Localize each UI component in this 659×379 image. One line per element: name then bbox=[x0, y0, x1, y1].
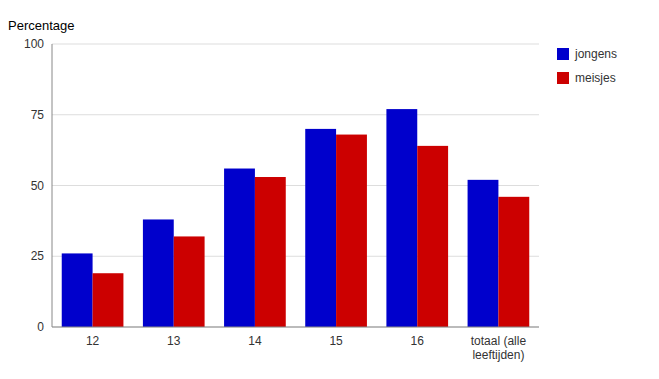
bar bbox=[336, 135, 367, 327]
y-tick-label: 75 bbox=[31, 108, 45, 122]
legend-label: jongens bbox=[574, 47, 617, 61]
y-tick-label: 0 bbox=[37, 320, 44, 334]
bar bbox=[468, 180, 499, 327]
grid-line bbox=[52, 185, 539, 186]
bar bbox=[143, 219, 174, 327]
x-tick-label: 13 bbox=[167, 334, 181, 348]
grid-line bbox=[52, 327, 539, 328]
legend-label: meisjes bbox=[575, 71, 616, 85]
bar bbox=[224, 169, 255, 327]
bar bbox=[174, 236, 205, 327]
bar bbox=[93, 273, 124, 327]
bar bbox=[305, 129, 336, 327]
bars bbox=[62, 109, 530, 327]
grid-line bbox=[52, 114, 539, 115]
y-grid bbox=[52, 44, 539, 327]
x-axis-line bbox=[52, 327, 539, 328]
bar bbox=[417, 146, 448, 327]
chart: 0 25 50 75 100 12 13 14 15 16 totaal (alleleeftijd… bbox=[0, 0, 659, 379]
bar bbox=[62, 253, 93, 327]
y-axis-label: Percentage bbox=[8, 18, 75, 33]
y-tick-label: 100 bbox=[24, 37, 44, 51]
legend: jongens meisjes bbox=[557, 47, 617, 85]
x-tick-label: 12 bbox=[86, 334, 100, 348]
bar bbox=[498, 197, 529, 327]
legend-swatch bbox=[557, 72, 569, 84]
grid-line bbox=[52, 256, 539, 257]
x-tick-label: totaal (alleleeftijden) bbox=[471, 334, 527, 362]
chart-container: 0 25 50 75 100 12 13 14 15 16 totaal (alleleeftijd… bbox=[0, 0, 659, 379]
y-axis-line bbox=[52, 44, 53, 327]
x-tick-label: 15 bbox=[329, 334, 343, 348]
bar bbox=[386, 109, 417, 327]
y-tick-label: 25 bbox=[31, 249, 45, 263]
bar bbox=[255, 177, 286, 327]
y-tick-label: 50 bbox=[31, 179, 45, 193]
grid-line bbox=[52, 44, 539, 45]
x-tick-label: 14 bbox=[248, 334, 262, 348]
x-tick-label: 16 bbox=[411, 334, 425, 348]
legend-swatch bbox=[557, 48, 569, 60]
